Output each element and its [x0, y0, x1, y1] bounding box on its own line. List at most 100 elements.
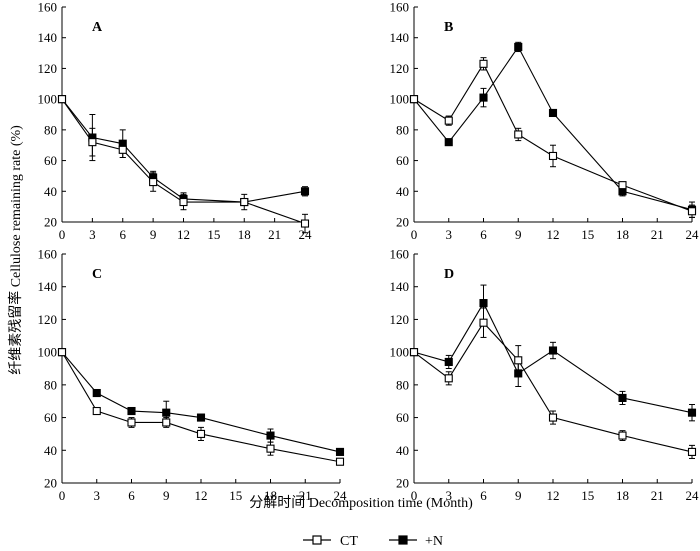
panel-c-ct-point — [335, 457, 345, 466]
panel-b-n-line — [413, 45, 693, 211]
panel-c-ct-point — [196, 429, 206, 438]
panel-d-n-point — [687, 408, 697, 417]
panel-c-ct-point — [162, 418, 171, 427]
panel-d-ct-point — [514, 356, 523, 365]
panel-b: 20 40 60 80 100 120 140 160 0 3 6 9 12 15 18 21 24 B — [390, 0, 700, 242]
panel-a-y-tick-label: 80 — [44, 122, 57, 137]
panel-d-ct-point — [548, 413, 558, 422]
panel-b-letter: B — [444, 20, 453, 35]
panel-c-x-tick-label: 6 — [128, 488, 135, 503]
panel-a-y-tick-label: 20 — [44, 215, 57, 230]
panel-d-ct-point — [618, 431, 627, 440]
panel-d-n-point — [444, 357, 453, 367]
panel-b-y-tick-label: 60 — [396, 153, 409, 168]
panel-c-series-ct — [57, 348, 345, 466]
panel-d-letter: D — [444, 267, 454, 282]
panel-c-y-tick-label: 100 — [38, 345, 58, 360]
panel-b-y-tick-label: 20 — [396, 215, 409, 230]
legend-ct-marker — [312, 535, 322, 545]
panel-b-ct-point — [687, 207, 697, 216]
panel-b-x-tick-label: 12 — [547, 227, 560, 242]
panel-a-y-tick-label: 120 — [38, 61, 58, 76]
panel-b-n-point — [479, 93, 488, 102]
panel-d: 20 40 60 80 100 120 140 160 0 3 6 9 12 15 18 21 24 D — [390, 247, 700, 504]
panel-a-y-tick-label: 160 — [38, 0, 58, 15]
panel-b-y-tick-label: 80 — [396, 122, 409, 137]
panel-b-n-point — [444, 138, 453, 147]
panel-c-y-tick-label: 20 — [44, 476, 57, 491]
panel-c-letter: C — [92, 267, 102, 282]
panel-c-n-point — [127, 406, 136, 416]
legend-n: +N — [389, 534, 443, 549]
panel-a-n-point — [300, 187, 310, 196]
panel-c-n-point — [266, 431, 275, 440]
panel-a-ct-point — [57, 95, 67, 104]
panel-b-series-n — [409, 41, 697, 218]
panel-a-y-tick-label: 40 — [44, 184, 57, 199]
panel-d-x-tick-label: 9 — [515, 488, 522, 503]
panel-d-x-tick-label: 0 — [411, 488, 418, 503]
panel-c-x-tick-label: 0 — [59, 488, 66, 503]
panel-b-ct-point — [618, 181, 627, 190]
panel-c-ct-point — [127, 418, 136, 427]
panel-d-x-tick-label: 15 — [581, 488, 594, 503]
panel-b-x-tick-label: 18 — [616, 227, 629, 242]
panel-b-x-tick-label: 15 — [581, 227, 594, 242]
panel-c-ct-line — [61, 351, 341, 463]
panel-d-n-point — [618, 393, 627, 402]
panel-b-ct-point — [514, 130, 523, 139]
panel-a-ct-point — [240, 197, 249, 207]
panel-d-y-tick-label: 160 — [390, 247, 410, 262]
panel-c-y-tick-label: 80 — [44, 377, 57, 392]
panel-d-ct-point — [479, 318, 488, 327]
panel-d-y-tick-label: 60 — [396, 410, 409, 425]
panel-c-n-point — [162, 408, 171, 417]
legend-ct: CT — [303, 534, 358, 549]
panel-d-ct-point — [687, 447, 697, 456]
panel-a-series-ct — [57, 95, 310, 234]
panel-d-series-ct — [409, 307, 697, 459]
panel-c-y-tick-label: 120 — [38, 312, 58, 327]
panel-a-x-tick-label: 21 — [268, 227, 281, 242]
panel-c-ct-point — [92, 406, 101, 416]
panel-d-x-tick-label: 12 — [547, 488, 560, 503]
panel-a-y-tick-label: 60 — [44, 153, 57, 168]
panel-b-y-tick-label: 140 — [390, 30, 410, 45]
panel-d-series-n — [409, 284, 697, 422]
panel-c-x-tick-label: 12 — [195, 488, 208, 503]
panel-d-x-tick-label: 18 — [616, 488, 629, 503]
panel-a-ct-point — [179, 197, 188, 207]
panel-a-x-tick-label: 18 — [238, 227, 251, 242]
panel-b-ct-point — [444, 116, 453, 125]
panel-a-letter: A — [92, 20, 103, 35]
panel-c-x-tick-label: 21 — [299, 488, 312, 503]
panel-d-n-point — [548, 346, 558, 355]
panel-b-n-point — [514, 42, 523, 51]
panel-b-ct-point — [548, 151, 558, 161]
panel-d-y-tick-label: 100 — [390, 345, 410, 360]
legend-n-label: +N — [425, 534, 443, 549]
panel-c-n-point — [92, 388, 101, 398]
panel-d-ct-point — [409, 348, 419, 357]
panel-a-y-tick-label: 100 — [38, 92, 58, 107]
panel-c-y-tick-label: 40 — [44, 443, 57, 458]
panel-c-n-point — [335, 447, 345, 456]
panel-a-x-tick-label: 6 — [120, 227, 127, 242]
panel-b-y-tick-label: 100 — [390, 92, 410, 107]
panel-b-x-tick-label: 24 — [686, 227, 700, 242]
panel-b-x-tick-label: 21 — [651, 227, 664, 242]
panel-a-y-tick-label: 140 — [38, 30, 58, 45]
panel-b-x-tick-label: 9 — [515, 227, 522, 242]
panel-a-ct-point — [300, 219, 310, 228]
panel-a-ct-point — [88, 138, 97, 147]
panel-c-x-tick-label: 24 — [334, 488, 348, 503]
panel-c-y-tick-label: 140 — [38, 279, 58, 294]
panel-c-ct-point — [266, 444, 275, 453]
panel-d-ct-point — [444, 374, 453, 383]
y-axis-title: 纤维素残留率 Cellulose remaining rate (%) — [7, 125, 24, 375]
panel-b-y-tick-label: 160 — [390, 0, 410, 15]
panel-a-ct-point — [149, 178, 158, 187]
panel-c-x-tick-label: 9 — [163, 488, 170, 503]
